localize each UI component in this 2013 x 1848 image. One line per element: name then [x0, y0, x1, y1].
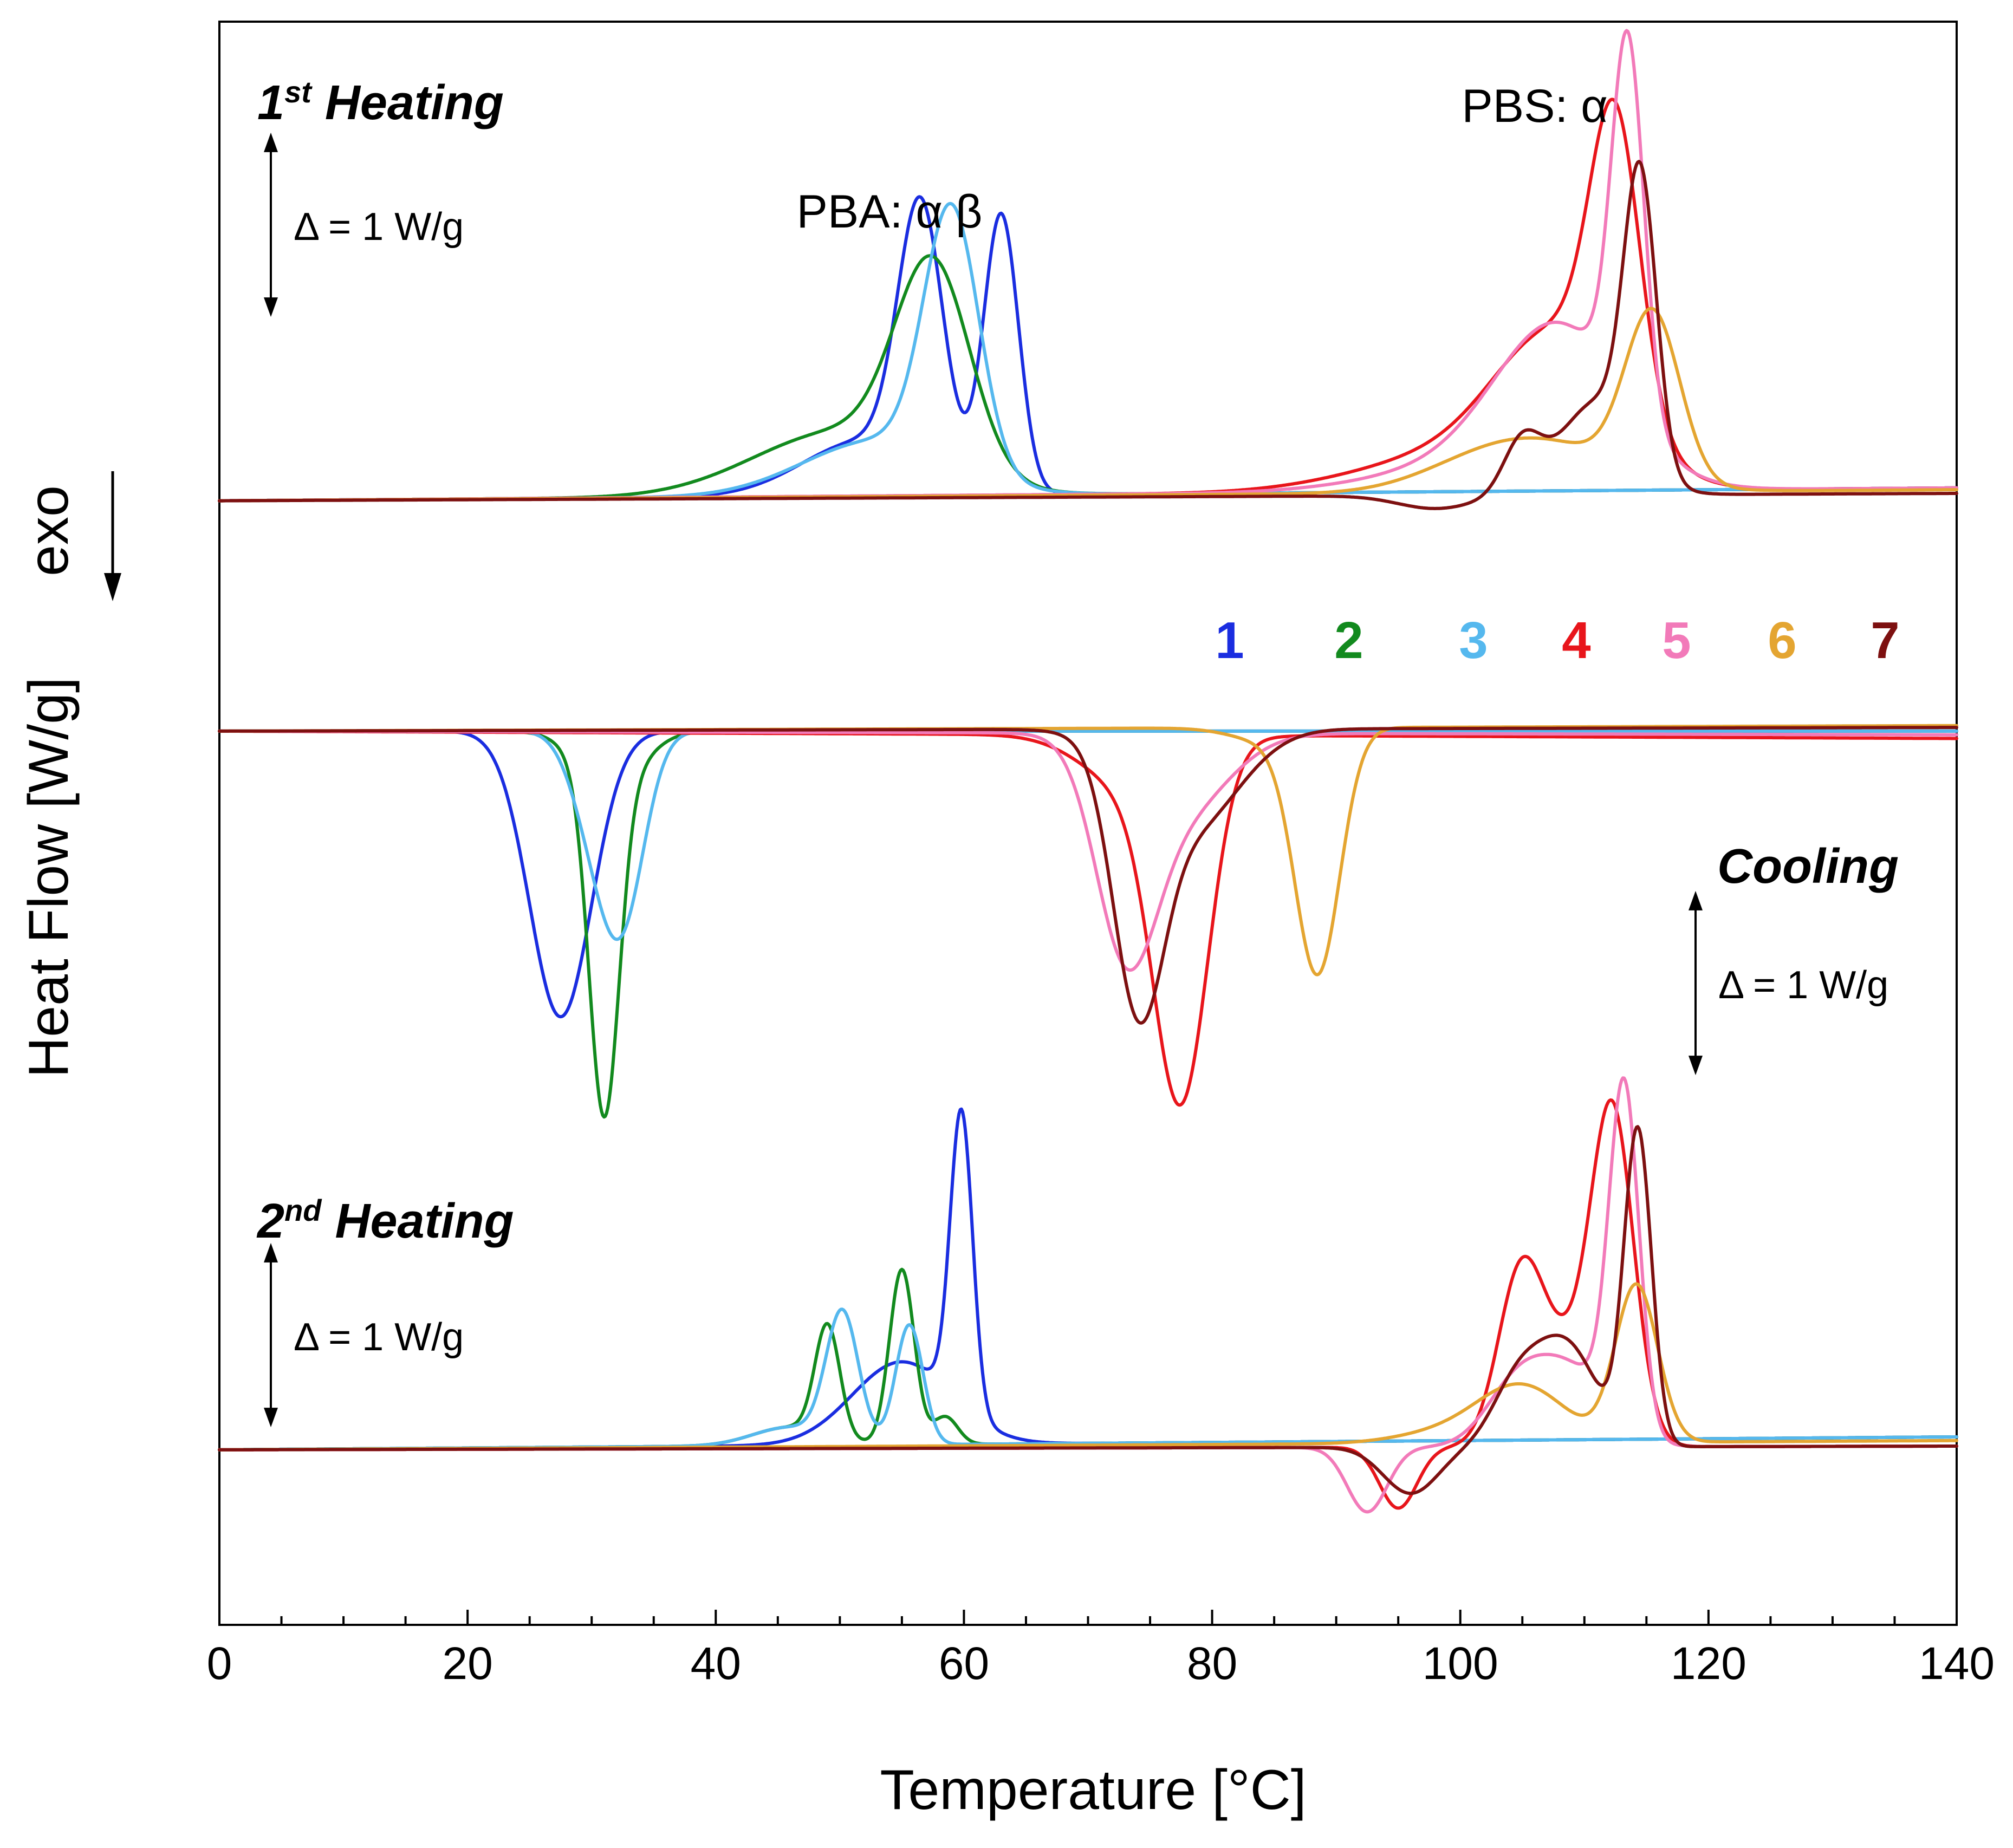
arrow-up-icon [1689, 890, 1703, 910]
exo-label: exo [17, 485, 80, 576]
exo-arrow-icon [104, 471, 121, 601]
x-tick-label: 60 [939, 1638, 989, 1689]
legend: 1 2 3 4 5 6 7 [1215, 611, 1899, 669]
panel-title-second-heating: 2nd Heating [256, 1193, 514, 1249]
legend-entry-3: 3 [1459, 611, 1488, 669]
peak-annotation-1: PBA: α β [797, 186, 983, 238]
scale-bar-cooling: Δ = 1 W/g [1689, 890, 1888, 1076]
arrow-down-icon [1689, 1056, 1703, 1076]
x-tick-label: 20 [442, 1638, 492, 1689]
curve-second-heating-series-1 [218, 1107, 1958, 1452]
x-tick-label: 100 [1423, 1638, 1498, 1689]
curve-second-heating-series-7 [218, 1125, 1958, 1495]
x-axis-title: Temperature [°C] [880, 1759, 1306, 1821]
scale-bar-first-heating-label: Δ = 1 W/g [294, 205, 464, 249]
x-axis: 0 20 40 60 80 100 120 140 [207, 1610, 1995, 1689]
curve-first-heating-series-3 [218, 201, 1958, 503]
x-tick-label: 0 [207, 1638, 232, 1689]
panel-second-heating [218, 1076, 1958, 1514]
curve-second-heating-series-2 [218, 1267, 1958, 1452]
scale-bar-second-heating-label: Δ = 1 W/g [294, 1316, 464, 1359]
curve-first-heating-series-1 [218, 195, 1958, 503]
curves-layer [218, 29, 1958, 1514]
curve-first-heating-series-2 [218, 254, 1958, 503]
panel-title-first-heating: 1st Heating [257, 75, 504, 131]
x-tick-label: 40 [691, 1638, 741, 1689]
plot-frame [218, 21, 1958, 1626]
legend-entry-7: 7 [1871, 611, 1899, 669]
scale-bar-cooling-label: Δ = 1 W/g [1718, 964, 1888, 1007]
legend-entry-6: 6 [1768, 611, 1796, 669]
panel-cooling [218, 724, 1958, 1119]
annotations-layer: 1st Heating Δ = 1 W/g PBA: α β PBS: α Coolin… [256, 75, 1899, 1428]
panel-title-cooling: Cooling [1717, 840, 1899, 894]
arrow-up-icon [264, 132, 278, 152]
legend-entry-1: 1 [1215, 611, 1244, 669]
arrow-down-icon [264, 297, 278, 317]
legend-entry-5: 5 [1662, 611, 1691, 669]
peak-annotation-2: PBS: α [1462, 80, 1608, 132]
arrow-down-icon [264, 1408, 278, 1428]
arrow-up-icon [264, 1242, 278, 1263]
curve-second-heating-series-3 [218, 1307, 1958, 1452]
legend-entry-2: 2 [1334, 611, 1363, 669]
curve-cooling-series-7 [218, 726, 1958, 1025]
plot-border [218, 21, 1958, 1626]
curve-first-heating-series-7 [218, 160, 1958, 510]
legend-entry-4: 4 [1562, 611, 1590, 669]
panel-first-heating [218, 29, 1958, 510]
y-axis-title: Heat Flow [W/g] [17, 677, 80, 1078]
x-tick-label: 120 [1671, 1638, 1746, 1689]
x-tick-label: 80 [1187, 1638, 1237, 1689]
scale-bar-first-heating: Δ = 1 W/g [264, 132, 464, 317]
x-tick-label: 140 [1919, 1638, 1995, 1689]
curve-second-heating-series-6 [218, 1282, 1958, 1452]
scale-bar-second-heating: Δ = 1 W/g [264, 1242, 464, 1428]
